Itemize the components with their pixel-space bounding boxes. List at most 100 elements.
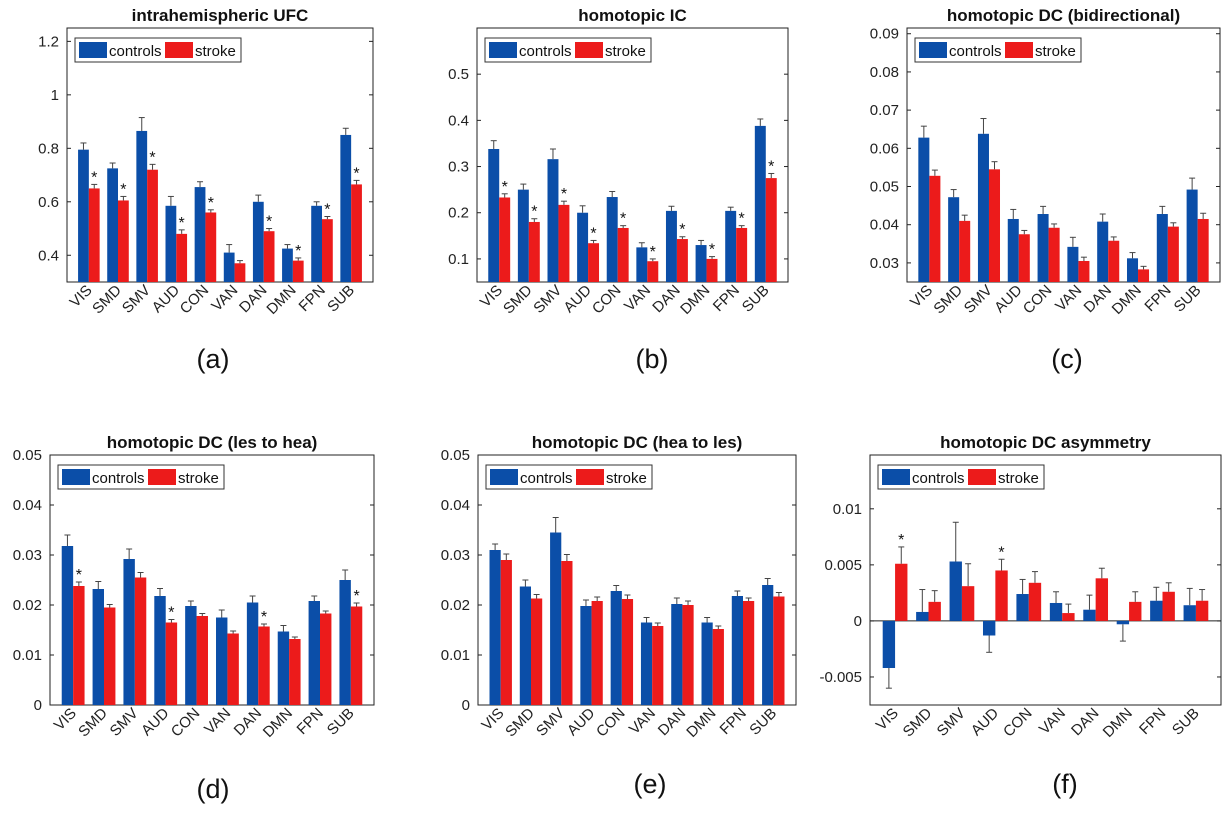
bar-stroke-FPN — [736, 227, 748, 282]
legend-label-controls: controls — [949, 43, 1002, 60]
y-tick-label: 0.3 — [448, 159, 469, 176]
y-tick-label: 0.5 — [448, 66, 469, 83]
bar-controls-SUB — [762, 585, 774, 705]
legend-swatch-stroke — [148, 469, 176, 485]
bar-stroke-DAN — [1108, 240, 1120, 282]
significance-star: * — [179, 215, 185, 232]
x-tick-label: DMN — [264, 282, 300, 318]
legend-swatch-stroke — [1005, 42, 1033, 58]
bar-stroke-SUB — [1197, 218, 1209, 282]
x-tick-label: CON — [1020, 282, 1056, 318]
panel-label: (b) — [636, 344, 669, 374]
x-tick-label: CON — [589, 282, 625, 318]
x-tick-label: SUB — [324, 282, 358, 316]
bar-controls-VAN — [640, 622, 653, 705]
y-tick-label: 0.1 — [448, 251, 469, 268]
bar-stroke-CON — [196, 616, 208, 705]
y-tick-label: 0.01 — [441, 647, 470, 664]
bar-controls-SMV — [136, 130, 148, 282]
x-tick-label: FPN — [296, 282, 329, 315]
legend-swatch-controls — [919, 42, 947, 58]
y-tick-label: 1.2 — [38, 33, 59, 50]
panel-label: (c) — [1051, 344, 1082, 374]
chart-panel-5: homotopic DC (hea to les) 0 0.01 0.02 0.03 0.… — [441, 433, 797, 799]
x-tick-label: DAN — [231, 705, 265, 739]
bar-controls-CON — [610, 591, 622, 705]
legend-label-controls: controls — [520, 470, 573, 487]
x-tick-label: SUB — [739, 282, 773, 316]
significance-star: * — [998, 544, 1004, 561]
bar-controls-SMD — [948, 197, 960, 282]
x-tick-label: VAN — [208, 282, 241, 315]
significance-star: * — [679, 222, 685, 239]
legend-label-controls: controls — [912, 470, 965, 487]
significance-star: * — [353, 165, 359, 182]
x-tick-label: VIS — [873, 705, 902, 734]
bar-stroke-SMV — [147, 169, 158, 282]
bar-controls-FPN — [1156, 214, 1168, 282]
bar-controls-DAN — [665, 210, 677, 282]
x-tick-label: CON — [177, 282, 213, 318]
x-tick-label: SMD — [75, 705, 111, 741]
bar-controls-VIS — [918, 137, 930, 282]
bar-controls-AUD — [580, 606, 592, 705]
bar-controls-SMD — [519, 586, 531, 705]
legend-swatch-stroke — [165, 42, 193, 58]
significance-star: * — [531, 204, 537, 221]
y-tick-label: -0.005 — [819, 669, 862, 686]
bar-stroke-DAN — [258, 626, 270, 705]
bar-stroke-SUB — [351, 184, 362, 282]
legend-label-controls: controls — [519, 43, 572, 60]
bar-stroke-VAN — [647, 261, 659, 282]
legend-swatch-controls — [490, 469, 518, 485]
y-tick-label: 0.05 — [441, 447, 470, 464]
bar-controls-SMD — [916, 611, 929, 621]
y-tick-label: 0.01 — [13, 647, 42, 664]
bar-controls-SMV — [977, 133, 989, 282]
y-tick-label: 0.005 — [824, 557, 862, 574]
bar-controls-CON — [1037, 214, 1049, 282]
significance-star: * — [120, 181, 126, 198]
y-tick-label: 0.04 — [441, 497, 470, 514]
bar-controls-AUD — [577, 212, 589, 282]
bar-controls-SUB — [754, 125, 766, 282]
bar-controls-FPN — [311, 205, 322, 282]
legend-label-stroke: stroke — [606, 470, 647, 487]
bar-stroke-DAN — [682, 605, 694, 705]
bar-controls-VAN — [1049, 602, 1063, 621]
significance-star: * — [261, 609, 267, 626]
y-tick-label: 0.06 — [870, 140, 899, 157]
x-tick-label: DAN — [655, 705, 689, 739]
bar-stroke-SMD — [531, 598, 543, 705]
bar-stroke-CON — [1048, 227, 1060, 282]
bar-stroke-CON — [205, 212, 217, 282]
x-tick-label: VAN — [1052, 282, 1085, 315]
bar-controls-VAN — [216, 617, 228, 705]
bar-stroke-SMD — [118, 200, 129, 282]
y-tick-label: 0 — [854, 613, 862, 630]
bar-controls-CON — [194, 187, 206, 282]
chart-title: homotopic DC (bidirectional) — [947, 6, 1180, 25]
x-tick-label: AUD — [968, 705, 1003, 740]
x-tick-label: CON — [593, 705, 629, 741]
bar-stroke-VAN — [1062, 613, 1075, 621]
bar-controls-DAN — [671, 604, 683, 705]
significance-star: * — [295, 243, 301, 260]
legend-swatch-stroke — [576, 469, 604, 485]
y-tick-label: 0.8 — [38, 140, 59, 157]
plot-area-frame — [476, 27, 789, 283]
legend-label-stroke: stroke — [1035, 43, 1076, 60]
bar-stroke-SUB — [1195, 600, 1209, 621]
bar-stroke-DMN — [1138, 269, 1150, 282]
bar-controls-SMD — [517, 189, 529, 282]
y-tick-label: 0 — [34, 697, 42, 714]
bar-stroke-AUD — [176, 233, 188, 282]
y-tick-label: 0.03 — [13, 547, 42, 564]
chart-panel-4: homotopic DC (les to hea) 0 0.01 0.02 0.03 0.… — [13, 433, 375, 804]
bar-stroke-SMD — [104, 607, 116, 705]
bar-stroke-SMV — [988, 169, 1001, 282]
significance-star: * — [561, 186, 567, 203]
x-tick-label: SMV — [530, 282, 565, 317]
bar-controls-DMN — [695, 245, 707, 282]
